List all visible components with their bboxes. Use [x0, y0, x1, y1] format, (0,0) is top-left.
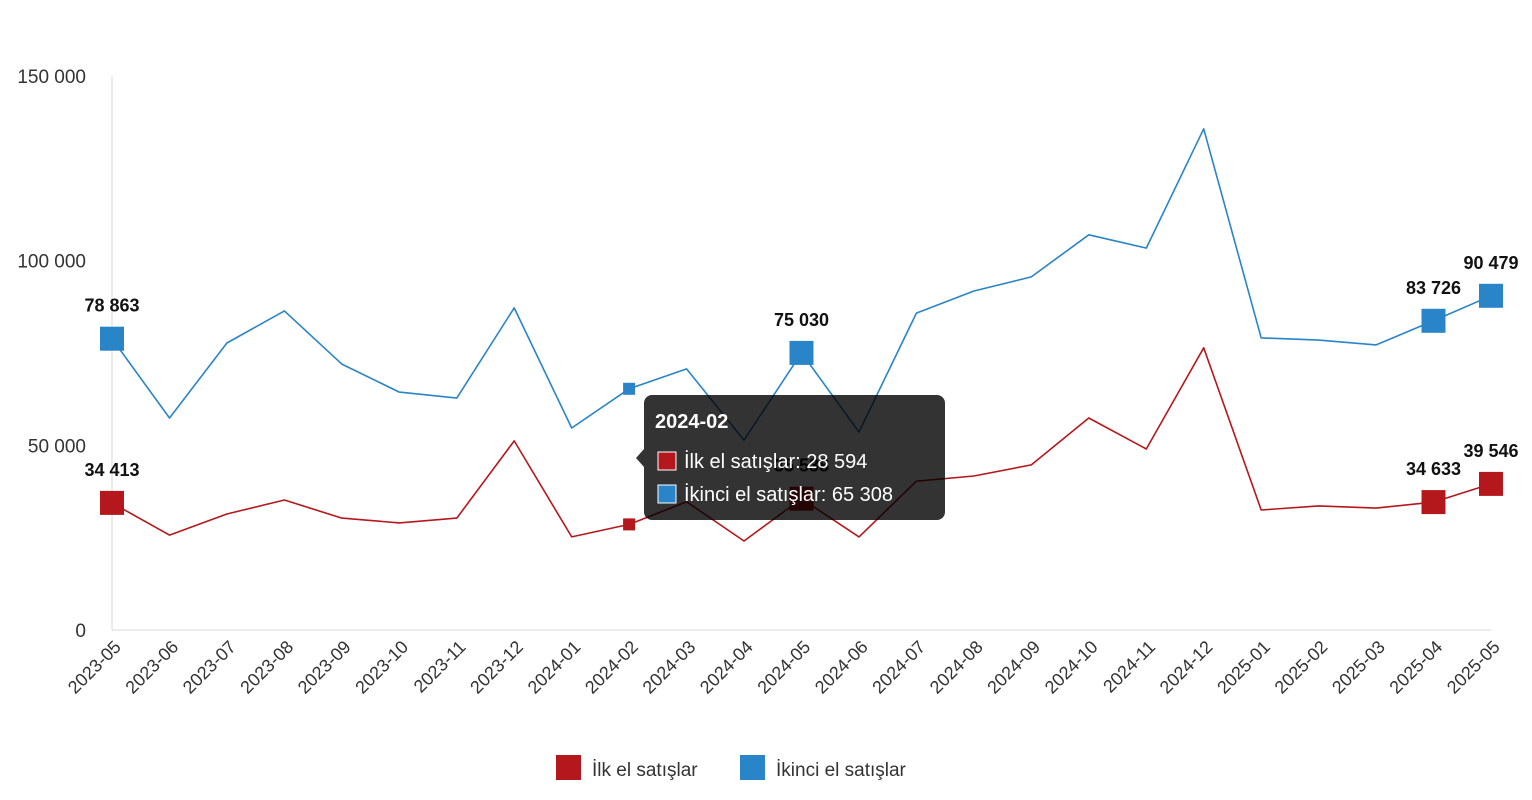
- point-marker[interactable]: [1421, 308, 1446, 333]
- data-label: 78 863: [84, 296, 139, 316]
- y-axis-tick-labels: 0 50 000 100 000 150 000: [17, 67, 86, 642]
- y-tick-label: 150 000: [17, 67, 86, 88]
- tooltip-swatch-second-hand: [657, 484, 677, 504]
- data-label: 34 633: [1406, 459, 1461, 479]
- x-axis-tick-labels: 2023-052023-062023-072023-082023-092023-…: [64, 637, 1504, 698]
- point-marker[interactable]: [100, 490, 124, 515]
- tooltip-pointer: [636, 449, 644, 467]
- x-tick-label: 2025-01: [1213, 637, 1274, 698]
- x-tick-label: 2024-08: [926, 637, 987, 698]
- tooltip-row-first-hand: İlk el satışlar: 28 594: [684, 450, 867, 473]
- x-tick-label: 2024-06: [811, 637, 872, 698]
- x-tick-label: 2023-10: [351, 637, 412, 698]
- tooltip-box: [644, 395, 945, 520]
- tooltip-row-second-hand: İkinci el satışlar: 65 308: [684, 483, 893, 506]
- data-label: 34 413: [84, 460, 139, 480]
- data-label: 83 726: [1406, 278, 1461, 298]
- legend-item-second-hand[interactable]: İkinci el satışlar: [740, 755, 907, 781]
- x-tick-label: 2024-09: [983, 637, 1044, 698]
- legend-label-first-hand: İlk el satışlar: [592, 760, 698, 781]
- legend-item-first-hand[interactable]: İlk el satışlar: [556, 755, 698, 781]
- data-label: 90 479: [1463, 253, 1518, 273]
- legend-label-second-hand: İkinci el satışlar: [776, 760, 907, 781]
- data-label: 75 030: [774, 310, 829, 330]
- y-tick-label: 0: [75, 621, 86, 642]
- point-marker[interactable]: [1479, 283, 1503, 308]
- x-tick-label: 2023-06: [121, 637, 182, 698]
- point-marker[interactable]: [789, 340, 814, 365]
- hovered-point-marker[interactable]: [623, 518, 636, 531]
- x-tick-label: 2024-03: [639, 637, 700, 698]
- x-tick-label: 2024-12: [1156, 637, 1217, 698]
- hovered-point-marker[interactable]: [623, 382, 636, 395]
- legend-swatch-first-hand: [556, 755, 581, 780]
- x-tick-label: 2024-11: [1099, 637, 1159, 697]
- x-tick-label: 2024-10: [1041, 637, 1102, 698]
- x-tick-label: 2023-05: [64, 637, 125, 698]
- x-tick-label: 2025-03: [1328, 637, 1389, 698]
- point-marker[interactable]: [100, 326, 124, 351]
- tooltip-swatch-first-hand: [657, 451, 677, 471]
- legend-swatch-second-hand: [740, 755, 765, 780]
- data-label: 39 546: [1463, 441, 1518, 461]
- tooltip: 2024-02 İlk el satışlar: 28 594 İkinci e…: [636, 395, 945, 520]
- tooltip-title: 2024-02: [655, 411, 728, 433]
- x-tick-label: 2023-12: [466, 637, 527, 698]
- x-tick-label: 2023-08: [236, 637, 297, 698]
- series-1-line: [111, 128, 1492, 441]
- x-tick-label: 2024-01: [524, 637, 585, 698]
- x-tick-label: 2025-04: [1385, 637, 1446, 698]
- x-tick-label: 2024-05: [753, 637, 814, 698]
- point-marker[interactable]: [1421, 490, 1446, 515]
- point-markers: [100, 283, 1503, 531]
- y-tick-label: 50 000: [28, 436, 86, 457]
- point-marker[interactable]: [1479, 471, 1503, 496]
- x-tick-label: 2023-11: [410, 637, 470, 697]
- y-tick-label: 100 000: [17, 252, 86, 273]
- x-tick-label: 2024-04: [696, 637, 757, 698]
- x-tick-label: 2023-09: [294, 637, 355, 698]
- x-tick-label: 2025-02: [1271, 637, 1332, 698]
- x-tick-label: 2024-07: [868, 637, 929, 698]
- x-tick-label: 2025-05: [1443, 637, 1504, 698]
- x-tick-label: 2024-02: [581, 637, 642, 698]
- legend: İlk el satışlar İkinci el satışlar: [556, 755, 907, 781]
- x-tick-label: 2023-07: [179, 637, 240, 698]
